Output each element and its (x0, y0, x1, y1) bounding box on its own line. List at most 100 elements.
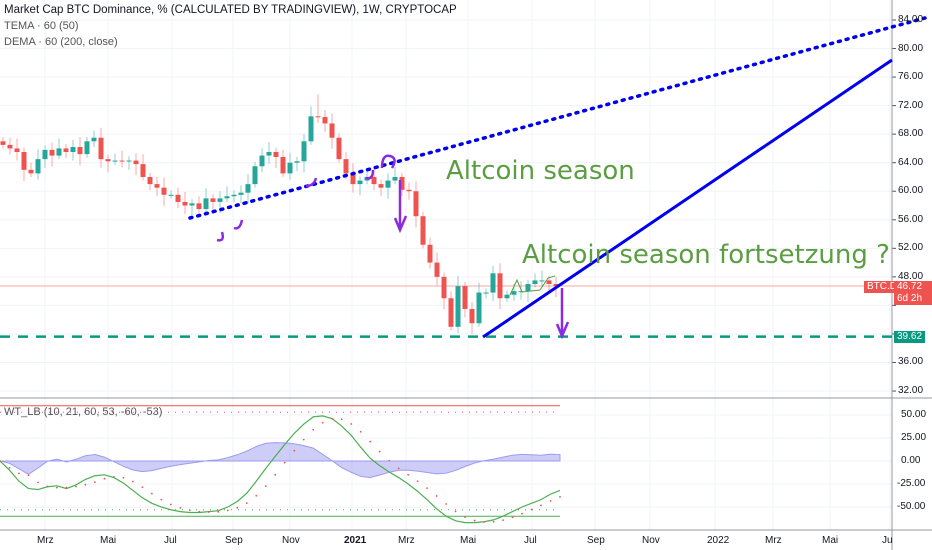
candle-body (511, 291, 517, 295)
wt2-dot (245, 502, 248, 504)
osc-tick: -50.00 (897, 501, 926, 512)
wt2-dot (521, 512, 523, 515)
candle-body (28, 169, 34, 174)
wt2-dot (217, 510, 220, 513)
price-tick: 48.00 (898, 270, 924, 282)
wt2-dot (483, 521, 485, 523)
candle-body (427, 244, 433, 263)
candle-body (245, 184, 251, 193)
wt2-dot (122, 476, 125, 479)
candle-body (287, 162, 293, 174)
wt2-dot (150, 492, 153, 495)
curl-icon (380, 154, 396, 169)
candle-body (77, 147, 83, 155)
dotted-trendline (188, 16, 927, 220)
wt2-dot (112, 475, 115, 478)
ascending-trendline (482, 58, 893, 339)
candle-body (490, 273, 496, 293)
candle-body (546, 280, 552, 284)
wt2-dot (416, 480, 419, 483)
candle-body (497, 273, 503, 299)
candle-body (434, 262, 440, 277)
candle-body (56, 148, 62, 156)
candle-body (553, 283, 559, 286)
candle-body (112, 160, 118, 162)
candle-body (161, 187, 167, 195)
wt2-dot (46, 485, 49, 488)
price-tick: 80.00 (898, 42, 924, 54)
wt2-dot (340, 418, 343, 421)
wt2-dot (65, 486, 68, 489)
time-tick: Mrz (765, 535, 782, 546)
wt2-dot (27, 474, 30, 477)
wt2-dot (131, 480, 134, 483)
time-tick: Sep (225, 535, 243, 546)
candle-body (483, 292, 489, 294)
time-tick: Mrz (37, 535, 54, 546)
osc-tick: 50.00 (901, 409, 927, 420)
price-tick: 64.00 (898, 156, 924, 168)
price-tick: 72.00 (898, 99, 924, 111)
candle-body (35, 159, 41, 174)
candle-body (98, 137, 104, 160)
wt2-dot (426, 487, 429, 490)
wt2-dot (198, 510, 201, 513)
wt2-dot (293, 449, 296, 452)
candle-body (532, 280, 538, 284)
candle-body (119, 160, 125, 162)
indicator-tema[interactable]: TEMA · 60 (50) (4, 20, 79, 32)
candle-body (203, 198, 209, 210)
curl-icon (216, 231, 225, 242)
candle-body (0, 141, 6, 145)
wt2-dot (549, 500, 552, 502)
wt-diff-area (0, 442, 561, 479)
wt2-dot (302, 438, 305, 441)
wt2-dot (445, 503, 448, 505)
wt2-dot (559, 495, 561, 498)
down-arrow-icon-head (393, 215, 408, 234)
candle-body (175, 194, 181, 202)
price-tick: 32.00 (898, 385, 924, 397)
candle-body (294, 161, 300, 163)
wt2-dot (103, 477, 106, 480)
candle-body (378, 184, 384, 188)
candle-body (441, 276, 447, 299)
wt2-dot (397, 467, 400, 470)
wt2-dot (188, 509, 191, 512)
wt2-dot (18, 472, 20, 475)
time-tick: 2022 (707, 535, 730, 546)
wt2-dot (454, 510, 457, 513)
pattern-line (509, 275, 556, 296)
candle-body (392, 176, 398, 181)
candle-body (315, 116, 321, 118)
candle-body (308, 116, 314, 142)
wt2-dot (473, 519, 476, 522)
time-tick: Nov (642, 535, 660, 546)
candle-body (7, 144, 13, 149)
wt2-dot (435, 495, 438, 497)
candle-body (266, 151, 272, 156)
wt2-dot (8, 467, 11, 469)
candle-body (504, 294, 510, 299)
price-tick: 52.00 (898, 242, 924, 254)
time-tick: Ju (882, 535, 893, 546)
candle-body (301, 141, 307, 162)
wt2-dot (378, 450, 381, 453)
wt2-dot (236, 506, 239, 509)
osc-tick: -25.00 (897, 478, 926, 489)
indicator-dema[interactable]: DEMA · 60 (200, close) (4, 36, 118, 48)
candle-body (14, 148, 20, 152)
candle-body (350, 173, 356, 185)
price-tick: 56.00 (898, 213, 924, 225)
wt2-dot (464, 516, 466, 519)
wt2-dot (388, 459, 391, 462)
candle-body (539, 280, 545, 282)
wt2-dot (160, 498, 163, 501)
oscillator-label[interactable]: WT_LB (10, 21, 60, 53, -60, -53) (4, 406, 163, 418)
candle-body (189, 203, 195, 206)
price-tick: 36.00 (898, 356, 924, 368)
wt1-line (0, 415, 561, 524)
wt2-dot (0, 460, 1, 462)
wt2-dot (540, 504, 542, 507)
